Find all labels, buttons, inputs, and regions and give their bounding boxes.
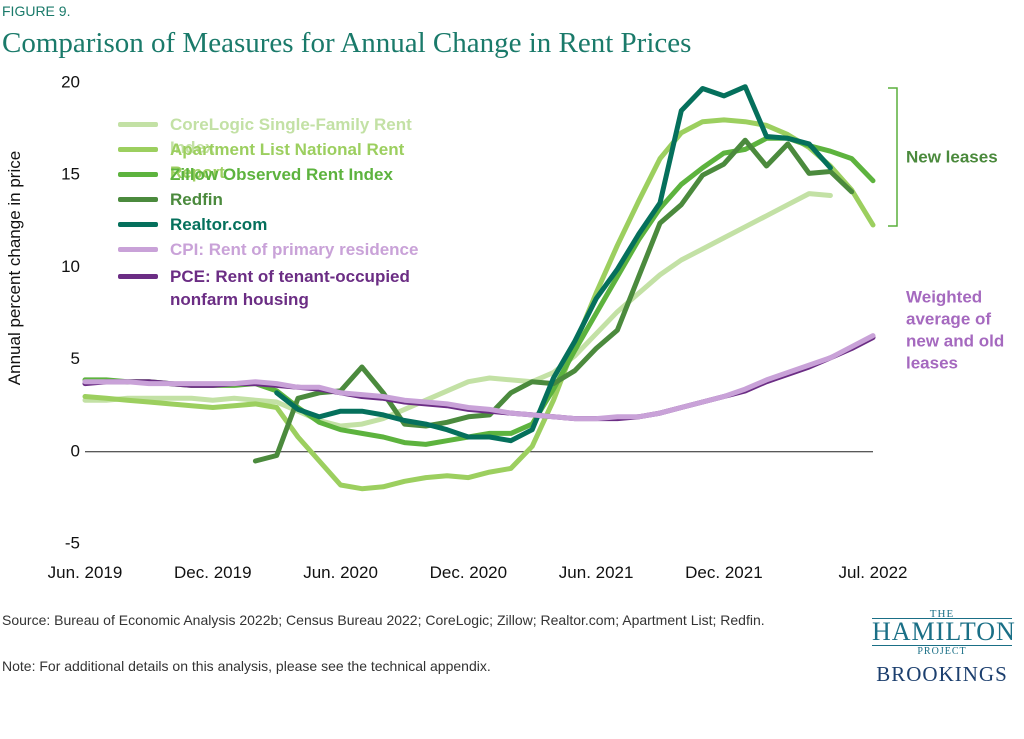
legend-swatch [118, 247, 158, 252]
y-tick-label: 20 [61, 72, 80, 91]
legend-label: Zillow Observed Rent Index [170, 165, 393, 184]
series-line [82, 117, 876, 492]
legend-item: CoreLogic Single-Family Rent Index [118, 113, 458, 159]
annotation: New leases [906, 147, 998, 166]
legend-item: PCE: Rent of tenant-occupied nonfarm hou… [118, 265, 458, 311]
x-tick-label: Jun. 2019 [48, 563, 123, 582]
legend-swatch [118, 122, 158, 127]
annotation: leases [906, 353, 958, 372]
logo-brookings: BROOKINGS [876, 662, 1008, 686]
y-tick-label: 0 [71, 441, 80, 460]
y-tick-label: 15 [61, 165, 80, 184]
x-tick-label: Dec. 2021 [685, 563, 763, 582]
series-line [82, 333, 876, 422]
source: Source: Bureau of Economic Analysis 2022… [2, 612, 765, 628]
x-tick-label: Jul. 2022 [839, 563, 908, 582]
x-tick-label: Dec. 2020 [430, 563, 508, 582]
legend-item: Apartment List National Rent Report [118, 138, 458, 184]
legend-swatch [118, 147, 158, 152]
legend-swatch [118, 222, 158, 227]
y-tick-label: 5 [71, 349, 80, 368]
series-line [82, 191, 833, 429]
logo-the: THE [929, 608, 955, 620]
x-tick-label: Jun. 2021 [559, 563, 634, 582]
legend-label: Realtor.com [170, 215, 268, 234]
y-tick-label: -5 [65, 533, 80, 552]
y-tick-label: 10 [61, 257, 80, 276]
legend-label: Apartment List National Rent Report [170, 140, 405, 182]
y-axis-label: Annual percent change in price [5, 151, 24, 385]
legend-label: PCE: Rent of tenant-occupied nonfarm hou… [170, 267, 410, 309]
annotation: new and old [906, 331, 1004, 350]
x-tick-label: Dec. 2019 [174, 563, 252, 582]
chart-title: Comparison of Measures for Annual Change… [2, 27, 691, 59]
legend-item: Realtor.com [118, 213, 458, 236]
legend-swatch [118, 274, 158, 279]
figure-label: FIGURE 9. [2, 3, 70, 19]
bracket [888, 87, 898, 227]
x-tick-label: Jun. 2020 [303, 563, 378, 582]
logo-project: PROJECT [917, 646, 967, 657]
legend-swatch [118, 172, 158, 177]
legend-label: CPI: Rent of primary residence [170, 240, 419, 259]
legend-label: CoreLogic Single-Family Rent Index [170, 115, 412, 157]
series-line [274, 84, 833, 444]
note: Note: For additional details on this ana… [2, 658, 491, 674]
legend-item: Redfin [118, 188, 458, 211]
legend-swatch [118, 197, 158, 202]
legend-label: Redfin [170, 190, 223, 209]
legend-item: CPI: Rent of primary residence [118, 238, 458, 261]
plot-area: -5 0 5 10 15 20 Jun. 2019 Dec. 2019 Jun. 2020 Dec… [48, 72, 1005, 582]
legend-item: Zillow Observed Rent Index [118, 163, 458, 186]
annotation: average of [906, 309, 991, 328]
annotation: Weighted [906, 287, 982, 306]
logo-hamilton: HAMILTON [872, 617, 1016, 646]
